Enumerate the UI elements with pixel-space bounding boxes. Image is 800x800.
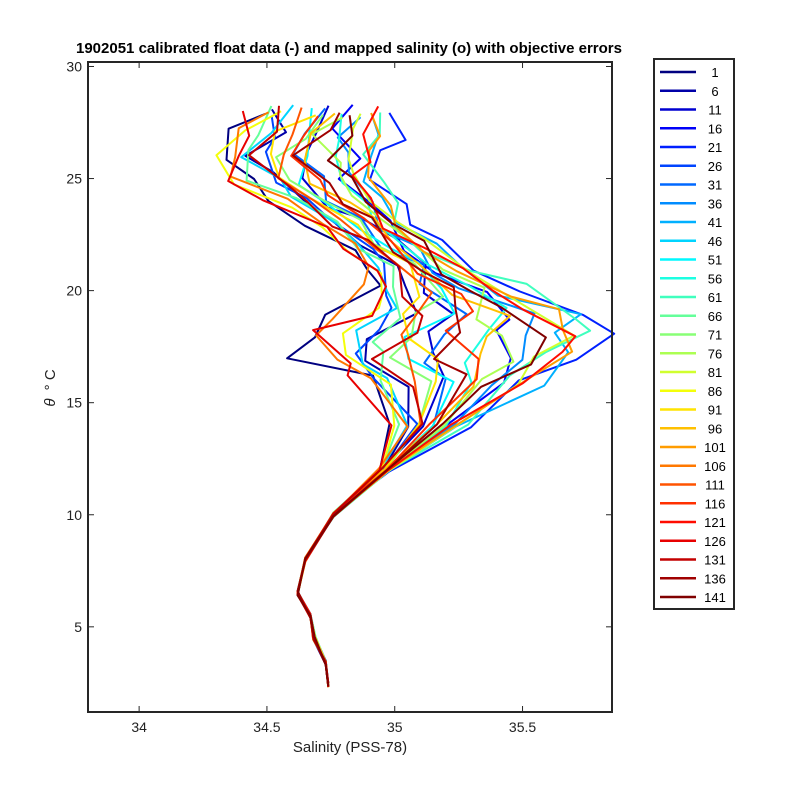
x-tick-label: 34.5	[253, 719, 280, 735]
legend-label: 91	[708, 403, 722, 418]
x-axis-ticks: 34 34.5 35 35.5	[131, 62, 536, 735]
profile-line	[296, 115, 547, 687]
legend-label: 21	[708, 140, 722, 155]
profile-lines	[215, 104, 616, 688]
legend-label: 126	[704, 534, 726, 549]
y-tick-label: 30	[66, 58, 82, 74]
legend-label: 6	[711, 84, 718, 99]
legend-label: 101	[704, 440, 726, 455]
svg-text:θ ° C: θ ° C	[42, 369, 59, 406]
legend-label: 131	[704, 553, 726, 568]
legend-label: 116	[705, 496, 726, 511]
y-axis-ticks: 5 10 15 20 25 30	[66, 58, 612, 635]
legend-label: 26	[708, 159, 722, 174]
profile-line	[269, 114, 439, 687]
legend-label: 66	[708, 309, 722, 324]
legend-label: 141	[704, 590, 726, 605]
x-axis-label: Salinity (PSS-78)	[293, 739, 407, 756]
x-tick-label: 34	[131, 719, 147, 735]
profile-line	[296, 113, 508, 688]
x-tick-label: 35.5	[509, 719, 536, 735]
legend-label: 96	[708, 421, 722, 436]
y-axis-label-symbol: θ	[42, 399, 59, 407]
legend-label: 86	[708, 384, 722, 399]
legend-label: 61	[708, 290, 722, 305]
legend-label: 41	[708, 215, 722, 230]
legend-label: 51	[708, 253, 722, 268]
y-tick-label: 25	[66, 171, 82, 187]
legend-label: 46	[708, 234, 722, 249]
legend-label: 106	[704, 459, 726, 474]
legend-label: 36	[708, 196, 722, 211]
y-axis-label: θ ° C	[42, 369, 59, 406]
legend-label: 11	[708, 103, 722, 118]
y-tick-label: 5	[74, 619, 82, 635]
y-tick-label: 15	[66, 395, 82, 411]
legend-label: 1	[711, 65, 718, 80]
legend-label: 81	[708, 365, 722, 380]
profile-line	[240, 104, 409, 688]
legend-label: 31	[708, 178, 722, 193]
y-axis-label-unit: ° C	[42, 369, 59, 390]
chart-title: 1902051 calibrated float data (-) and ma…	[76, 40, 622, 57]
y-tick-label: 10	[66, 507, 82, 523]
y-tick-label: 20	[66, 283, 82, 299]
legend-label: 16	[708, 121, 722, 136]
x-tick-label: 35	[387, 719, 403, 735]
legend-label: 136	[704, 571, 726, 586]
legend-label: 56	[708, 271, 722, 286]
legend-label: 76	[708, 346, 722, 361]
legend-label: 71	[708, 328, 722, 343]
profile-line	[296, 107, 456, 687]
plot-frame	[87, 61, 613, 713]
legend: 1611162126313641465156616671768186919610…	[653, 58, 735, 610]
legend-label: 111	[705, 478, 725, 493]
legend-label: 121	[704, 515, 726, 530]
